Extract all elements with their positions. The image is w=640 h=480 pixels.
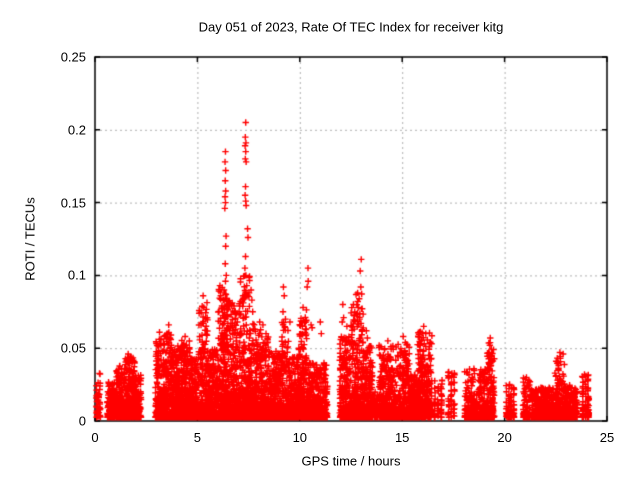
y-tick-label: 0 — [78, 413, 86, 429]
x-tick-label: 25 — [599, 430, 615, 445]
y-axis-label: ROTI / TECUs — [22, 197, 38, 281]
x-axis-label: GPS time / hours — [301, 453, 401, 469]
y-tick-label: 0.05 — [60, 340, 86, 356]
x-tick-label: 20 — [497, 430, 512, 445]
y-tick-label: 0.25 — [60, 49, 86, 65]
y-tick-label: 0.2 — [67, 122, 86, 138]
y-tick-label: 0.1 — [67, 267, 86, 283]
chart-title: Day 051 of 2023, Rate Of TEC Index for r… — [198, 19, 504, 35]
x-tick-label: 10 — [292, 430, 308, 445]
x-tick-label: 5 — [193, 430, 202, 445]
x-tick-label: 0 — [91, 430, 99, 445]
y-tick-label: 0.15 — [60, 195, 86, 211]
x-tick-label: 15 — [394, 430, 410, 445]
